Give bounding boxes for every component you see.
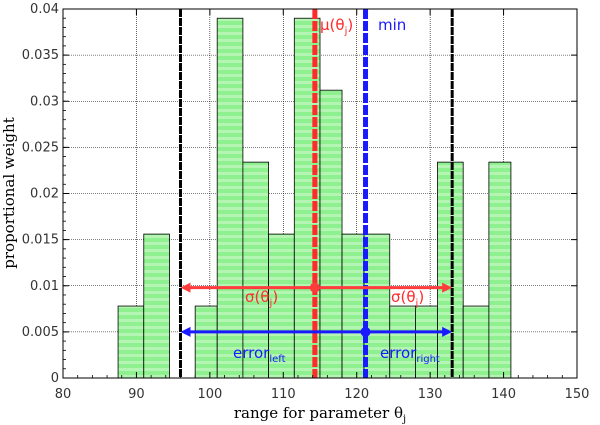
axis-ticks: 80 90 100 110 120 130 140 150 0 0.005 0.01 0.015 0.0… bbox=[22, 2, 590, 402]
annotations: μ(θj) min σ(θj) σ(θj) errorleft errorrig… bbox=[233, 16, 440, 365]
histogram-bar bbox=[415, 305, 438, 379]
histogram-bar bbox=[437, 161, 464, 379]
arrow-head bbox=[180, 326, 191, 337]
y-axis-title: proportional weight bbox=[0, 117, 18, 268]
x-tick-label: 110 bbox=[271, 387, 296, 402]
histogram-bar bbox=[341, 233, 365, 379]
histogram-bar bbox=[117, 305, 145, 379]
sigma-left-label: σ(θj) bbox=[245, 288, 278, 309]
x-tick-label: 90 bbox=[128, 387, 145, 402]
x-tick-label: 140 bbox=[491, 387, 516, 402]
error-right-label: errorright bbox=[380, 344, 440, 365]
arrow-head bbox=[180, 282, 191, 293]
x-tick-label: 130 bbox=[418, 387, 443, 402]
arrow-head bbox=[442, 282, 453, 293]
min-label: min bbox=[378, 16, 406, 34]
histogram-bars bbox=[117, 17, 512, 379]
x-tick-label: 150 bbox=[565, 387, 590, 402]
error-left-label: errorleft bbox=[233, 344, 286, 365]
marker-lines bbox=[178, 9, 454, 378]
y-tick-label: 0.015 bbox=[22, 233, 59, 248]
y-tick-label: 0.03 bbox=[30, 94, 59, 109]
x-tick-label: 120 bbox=[344, 387, 369, 402]
x-tick-label: 100 bbox=[197, 387, 222, 402]
histogram-bar bbox=[143, 233, 170, 379]
y-tick-label: 0.04 bbox=[30, 2, 59, 17]
mu-label: μ(θj) bbox=[320, 16, 353, 37]
histogram-bar bbox=[194, 305, 218, 379]
y-tick-label: 0.025 bbox=[22, 140, 59, 155]
range-arrows bbox=[180, 282, 453, 337]
arrow-head bbox=[442, 326, 453, 337]
histogram-bar bbox=[216, 17, 244, 379]
x-axis-title: range for parameter θj bbox=[234, 404, 406, 425]
y-tick-label: 0 bbox=[51, 371, 59, 386]
histogram-bar bbox=[242, 161, 269, 379]
x-tick-label: 80 bbox=[55, 387, 72, 402]
y-tick-label: 0.02 bbox=[30, 187, 59, 202]
sigma-right-label: σ(θj) bbox=[391, 288, 424, 309]
histogram-bar bbox=[488, 161, 512, 379]
y-tick-label: 0.035 bbox=[22, 48, 59, 63]
y-tick-label: 0.01 bbox=[30, 279, 59, 294]
histogram-bar bbox=[462, 305, 490, 379]
y-tick-label: 0.005 bbox=[22, 325, 59, 340]
histogram-bar bbox=[389, 305, 416, 379]
histogram-bar bbox=[319, 89, 343, 379]
